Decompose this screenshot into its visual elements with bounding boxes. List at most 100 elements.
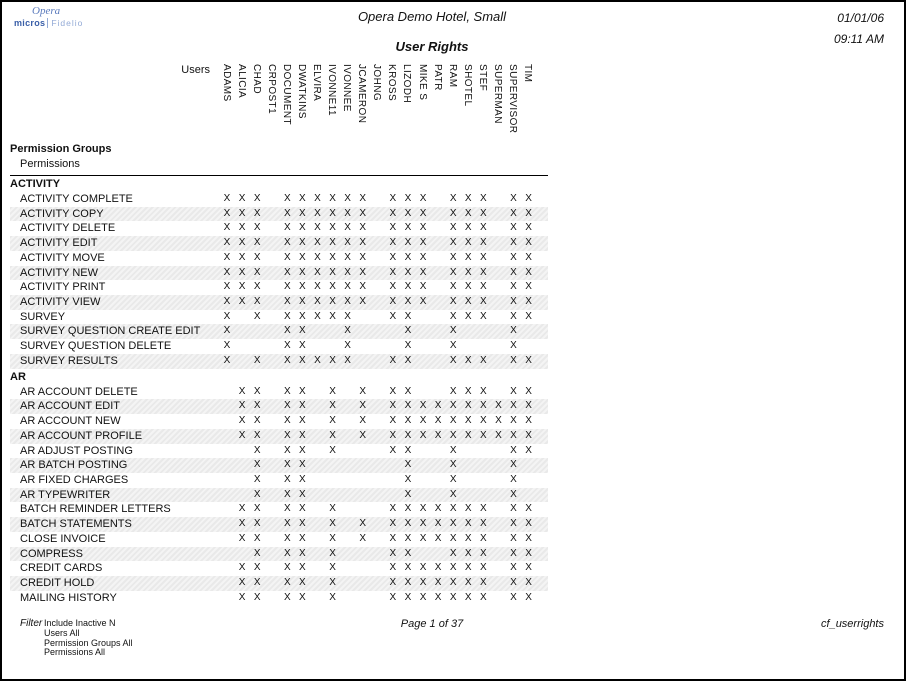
x-mark: X (359, 266, 367, 278)
filter-line: Include Inactive N (44, 618, 116, 628)
x-mark: X (283, 488, 291, 500)
x-mark: X (525, 354, 532, 366)
x-mark: X (283, 518, 291, 530)
x-mark: X (464, 222, 472, 234)
x-mark: X (464, 547, 472, 559)
x-mark: X (419, 591, 427, 603)
user-column-header: IVONNEE (341, 64, 353, 112)
permission-label: AR BATCH POSTING (20, 459, 128, 472)
x-mark: X (223, 296, 231, 308)
x-mark: X (449, 310, 457, 322)
permission-row: MAILING HISTORY X X X X X X X X X X X X X X (10, 591, 548, 606)
x-mark: X (283, 266, 291, 278)
x-mark: X (329, 444, 336, 456)
x-mark: X (253, 354, 261, 366)
x-mark: X (344, 325, 351, 337)
x-mark: X (389, 207, 397, 219)
x-mark: X (299, 354, 306, 366)
x-mark: X (389, 400, 397, 412)
permission-label: AR TYPEWRITER (20, 488, 111, 501)
x-mark: X (299, 518, 306, 530)
report-date: 01/01/06 (837, 11, 884, 25)
permission-row: CREDIT HOLD X X X X X X X X X X X X X X (10, 575, 548, 591)
x-mark: X (464, 193, 472, 204)
x-mark: X (495, 429, 502, 441)
x-mark: X (283, 325, 291, 337)
x-mark: X (283, 532, 291, 544)
x-mark: X (389, 429, 397, 441)
x-mark: X (525, 576, 532, 588)
x-mark: X (299, 503, 306, 515)
x-mark: X (525, 266, 532, 278)
x-mark: X (510, 385, 517, 397)
x-mark: X (389, 222, 397, 234)
permissions-table: Permission Groups Permissions ACTIVITY AC… (10, 142, 548, 605)
x-mark: X (283, 251, 291, 263)
x-mark: X (359, 429, 367, 441)
x-mark: X (253, 266, 261, 278)
user-column-header: CHAD (250, 64, 262, 94)
x-mark: X (480, 503, 487, 515)
x-mark: X (389, 193, 397, 204)
x-mark: X (404, 532, 412, 544)
x-mark: X (525, 532, 532, 544)
permission-label: SURVEY RESULTS (20, 354, 118, 367)
user-column-header: IVONNE11 (326, 64, 338, 116)
x-mark: X (389, 266, 397, 278)
x-mark: X (253, 532, 261, 544)
x-mark: X (464, 518, 472, 530)
permission-label: ACTIVITY COPY (20, 207, 104, 220)
x-mark: X (329, 193, 336, 204)
x-mark: X (449, 532, 457, 544)
hotel-title: Opera Demo Hotel, Small (357, 9, 507, 24)
x-mark: X (510, 237, 517, 249)
user-column-header: ALICIA (235, 64, 247, 99)
x-mark: X (480, 354, 487, 366)
x-mark: X (389, 576, 397, 588)
x-mark: X (238, 222, 246, 234)
permission-row: COMPRESS X X X X X X X X X X X (10, 546, 548, 562)
x-mark: X (510, 415, 517, 427)
report-id: cf_userrights (821, 618, 884, 630)
x-mark: X (464, 385, 472, 397)
x-mark: X (253, 296, 261, 308)
x-mark: X (238, 518, 246, 530)
x-mark: X (389, 296, 397, 308)
user-column-header: PATR (431, 64, 443, 91)
permission-row: BATCH REMINDER LETTERS X X X X X X X X X X X X X X (10, 502, 548, 517)
permission-label: ACTIVITY VIEW (20, 296, 101, 309)
x-mark: X (404, 281, 412, 293)
x-mark: X (238, 207, 246, 219)
permission-row: ACTIVITY DELETE X X X X X X X X X X X X X X X X X (10, 221, 548, 236)
permission-label: SURVEY (20, 310, 66, 323)
x-mark: X (389, 444, 397, 456)
x-mark: X (480, 266, 487, 278)
permission-row: ACTIVITY VIEW X X X X X X X X X X X X X X X X X (10, 295, 548, 310)
x-mark: X (464, 429, 472, 441)
x-mark: X (283, 400, 291, 412)
x-mark: X (253, 251, 261, 263)
x-mark: X (449, 296, 457, 308)
x-mark: X (283, 296, 291, 308)
x-mark: X (419, 532, 427, 544)
x-mark: X (253, 281, 261, 293)
user-column-header: SUPERVISOR (507, 64, 519, 134)
x-mark: X (389, 310, 397, 322)
x-mark: X (480, 518, 487, 530)
x-mark: X (480, 207, 487, 219)
x-mark: X (449, 576, 457, 588)
x-mark: X (253, 444, 261, 456)
x-mark: X (404, 266, 412, 278)
datetime-block: 01/01/06 09:11 AM (834, 8, 884, 50)
x-mark: X (283, 429, 291, 441)
x-mark: X (510, 325, 517, 337)
x-mark: X (510, 576, 517, 588)
x-mark: X (480, 562, 487, 574)
permission-row: AR ACCOUNT PROFILE X X X X X X X X X X X X X X X X (10, 428, 548, 444)
x-mark: X (223, 251, 231, 263)
x-mark: X (449, 444, 457, 456)
x-mark: X (449, 518, 457, 530)
permission-label: ACTIVITY MOVE (20, 251, 105, 264)
x-mark: X (404, 488, 412, 500)
x-mark: X (510, 354, 517, 366)
